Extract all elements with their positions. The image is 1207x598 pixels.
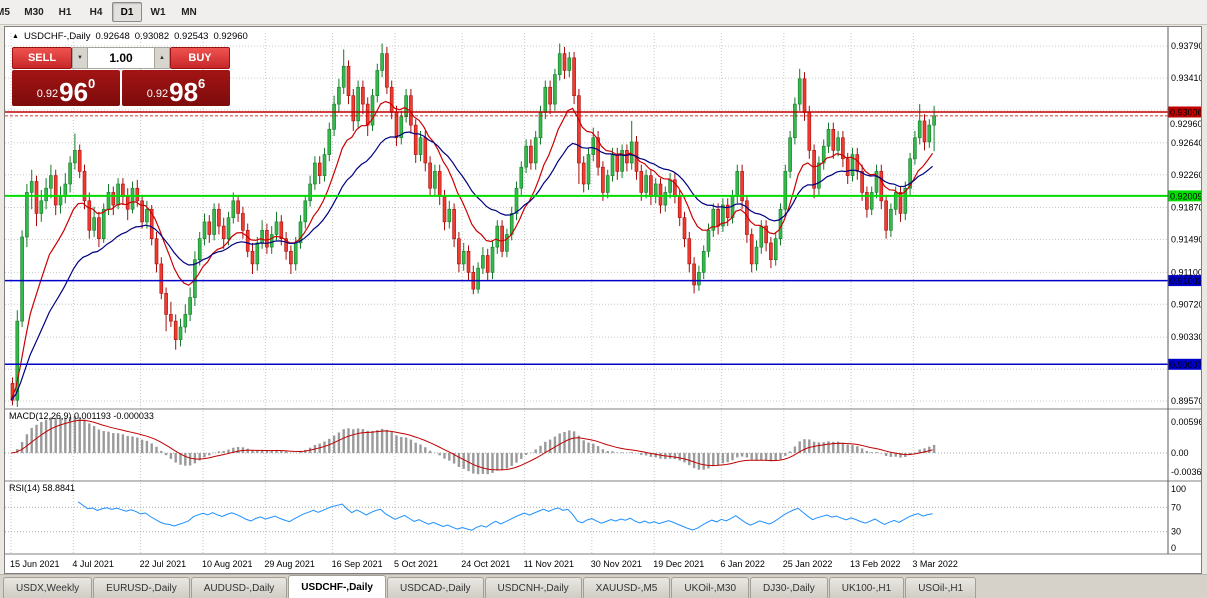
chart-tab-usdchf-daily[interactable]: USDCHF-,Daily [288,575,386,598]
svg-text:0.90720: 0.90720 [1171,299,1201,309]
svg-text:0.90007: 0.90007 [1170,360,1201,370]
svg-text:0.93006: 0.93006 [1170,107,1201,117]
buy-price-pip: 6 [198,76,206,91]
chart-header: ▲ USDCHF-,Daily 0.92648 0.93082 0.92543 … [12,31,248,42]
price-axis-labels: 0.93790 0.93410 0.92640 0.92260 0.91870 0.914… [1171,41,1201,406]
chart-tab-usdx-weekly[interactable]: USDX,Weekly [3,577,93,598]
chart-tab-eurusd-daily[interactable]: EURUSD-,Daily [93,577,190,598]
svg-text:0.93410: 0.93410 [1171,73,1201,83]
chart-grid [5,33,1168,554]
svg-text:13 Feb 2022: 13 Feb 2022 [850,559,901,569]
svg-text:16 Sep 2021: 16 Sep 2021 [332,559,383,569]
svg-text:6 Jan 2022: 6 Jan 2022 [720,559,765,569]
volume-input[interactable] [88,47,154,69]
sell-price-pip: 0 [88,76,96,91]
horizontal-line-0.91002[interactable]: 0.91002 [5,275,1201,287]
timeframe-button-mn[interactable]: MN [181,6,197,18]
svg-text:0.91100: 0.91100 [1171,267,1201,277]
svg-text:100: 100 [1171,484,1186,494]
svg-text:0.005963: 0.005963 [1171,417,1201,427]
chart-tab-usoil-h1[interactable]: USOil-,H1 [905,577,977,598]
ohlc-close: 0.92960 [213,31,248,42]
svg-text:15 Jun 2021: 15 Jun 2021 [10,559,60,569]
svg-text:5 Oct 2021: 5 Oct 2021 [394,559,438,569]
chart-tab-bar: USDX,Weekly EURUSD-,Daily AUDUSD-,Daily USD… [0,574,1207,598]
svg-text:0.92260: 0.92260 [1171,170,1201,180]
moving-averages [10,100,934,401]
svg-text:0.91002: 0.91002 [1170,276,1201,286]
svg-text:22 Jul 2021: 22 Jul 2021 [140,559,187,569]
svg-text:0.92960: 0.92960 [1170,119,1201,129]
chart-tab-usdcnh-daily[interactable]: USDCNH-,Daily [484,577,582,598]
macd-signal-line [10,419,933,471]
svg-text:-0.003664: -0.003664 [1171,467,1201,477]
svg-text:4 Jul 2021: 4 Jul 2021 [72,559,114,569]
svg-text:0.90330: 0.90330 [1171,332,1201,342]
price-chart: 0.930060.920090.910020.900070.929600.937… [5,27,1201,569]
svg-text:19 Dec 2021: 19 Dec 2021 [653,559,704,569]
svg-text:0.00: 0.00 [1171,448,1189,458]
chart-tab-audusd-daily[interactable]: AUDUSD-,Daily [190,577,288,598]
buy-price-panel[interactable]: 0.92 98 6 [122,70,230,106]
svg-text:11 Nov 2021: 11 Nov 2021 [524,559,574,569]
sell-price-big: 96 [59,76,89,107]
svg-text:0.91490: 0.91490 [1171,235,1201,245]
svg-text:30: 30 [1171,527,1181,537]
svg-text:RSI(14) 58.8841: RSI(14) 58.8841 [9,483,75,493]
chart-tab-usdcad-daily[interactable]: USDCAD-,Daily [386,577,484,598]
timeframe-button-w1[interactable]: W1 [150,6,166,18]
svg-text:24 Oct 2021: 24 Oct 2021 [461,559,510,569]
svg-text:30 Nov 2021: 30 Nov 2021 [591,559,642,569]
svg-text:25 Jan 2022: 25 Jan 2022 [783,559,833,569]
timeframe-toolbar: M5 M30 H1 H4 D1 W1 MN [0,0,1207,25]
svg-text:29 Aug 2021: 29 Aug 2021 [264,559,315,569]
one-click-trade-panel: SELL ▼ ▲ BUY 0.92 96 0 0.92 98 6 [12,47,230,106]
rsi-panel [5,501,1168,533]
buy-button[interactable]: BUY [170,47,230,69]
timeframe-button-row: M5 M30 H1 H4 D1 W1 MN [0,2,205,22]
ohlc-high: 0.93082 [134,31,170,42]
rsi-labels: RSI(14) 58.8841 100 70 30 0 [9,483,1186,553]
svg-text:10 Aug 2021: 10 Aug 2021 [202,559,253,569]
chart-tab-dj30-daily[interactable]: DJ30-,Daily [750,577,828,598]
chart-window: 0.93006 0.92009 0.91002 0.90007 0.92960 0.937… [4,26,1202,574]
panel-separators [5,27,1201,555]
svg-text:0.93790: 0.93790 [1171,41,1201,51]
chart-tab-xauusd-m5[interactable]: XAUUSD-,M5 [582,577,671,598]
svg-text:MACD(12,26,9) 0.001193 -0.0000: MACD(12,26,9) 0.001193 -0.000033 [9,411,154,421]
chart-tab-uk100-h1[interactable]: UK100-,H1 [828,577,905,598]
macd-histogram [5,416,1168,475]
horizontal-line-0.90007[interactable]: 0.90007 [5,358,1201,370]
sell-button[interactable]: SELL [12,47,72,69]
macd-labels: MACD(12,26,9) 0.001193 -0.000033 0.005963… [9,411,1201,477]
timeframe-button-d1[interactable]: D1 [112,2,142,22]
buy-price-base: 0.92 [146,88,169,100]
ohlc-open: 0.92648 [95,31,130,42]
horizontal-line-0.92009[interactable]: 0.92009 [5,190,1201,202]
sell-price-base: 0.92 [36,88,59,100]
svg-text:0.92009: 0.92009 [1170,191,1201,201]
svg-text:0: 0 [1171,543,1176,553]
volume-decrease-button[interactable]: ▼ [72,47,88,69]
time-axis-labels: 15 Jun 2021 4 Jul 2021 22 Jul 2021 10 Aug 2… [10,559,958,569]
chart-tab-ukoil-m30[interactable]: UKOil-,M30 [671,577,750,598]
svg-text:0.89570: 0.89570 [1171,396,1201,406]
symbol-arrow-icon: ▲ [12,33,19,40]
timeframe-button-h4[interactable]: H4 [89,6,103,18]
volume-increase-button[interactable]: ▲ [154,47,170,69]
buy-price-big: 98 [169,76,199,107]
horizontal-line-0.93006[interactable]: 0.93006 [5,106,1201,118]
timeframe-button-m30[interactable]: M30 [24,6,44,18]
ohlc-low: 0.92543 [174,31,209,42]
timeframe-button-m5[interactable]: M5 [0,6,10,18]
svg-text:3 Mar 2022: 3 Mar 2022 [912,559,958,569]
svg-text:0.91870: 0.91870 [1171,203,1201,213]
svg-text:70: 70 [1171,502,1181,512]
timeframe-button-h1[interactable]: H1 [58,6,72,18]
chart-symbol-label: USDCHF-,Daily [23,31,91,42]
bid-price-line: 0.92960 [5,115,1201,129]
svg-text:0.92640: 0.92640 [1171,138,1201,148]
sell-price-panel[interactable]: 0.92 96 0 [12,70,120,106]
